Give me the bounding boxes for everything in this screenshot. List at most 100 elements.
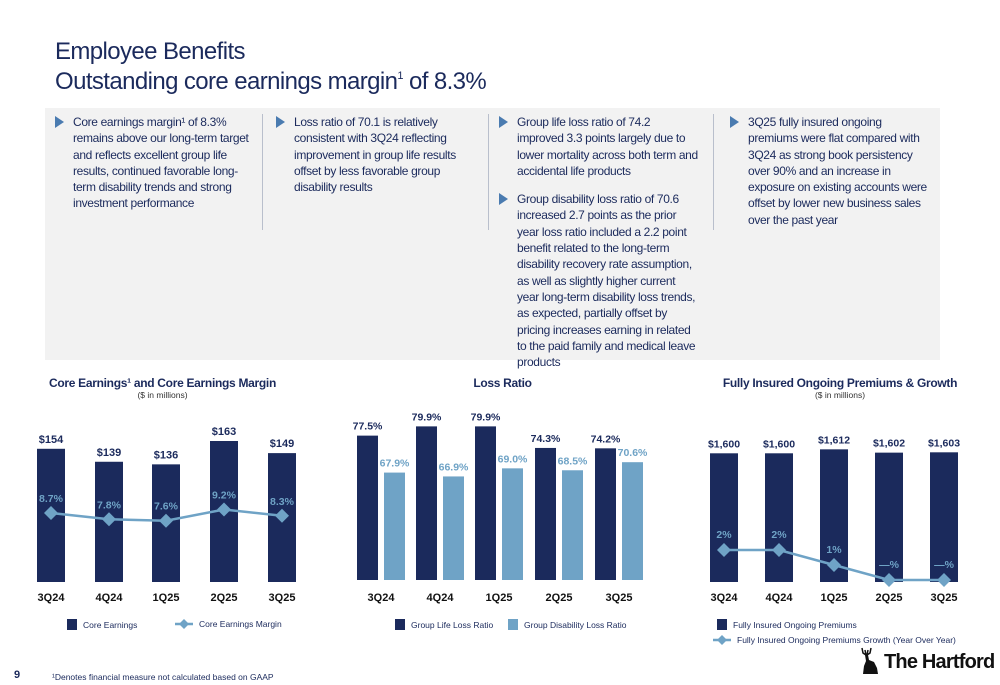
page-subtitle: Outstanding core earnings margin1 of 8.3… [55, 68, 487, 96]
data-label-loss-ratio: 70.6% [618, 447, 648, 459]
bullet-text: 3Q25 fully insured ongoing premiums were… [748, 115, 927, 227]
bullet-item: 3Q25 fully insured ongoing premiums were… [730, 114, 930, 228]
bullet-item: Loss ratio of 70.1 is relatively consist… [276, 114, 474, 195]
data-label-core-earnings: $163 [212, 426, 236, 438]
data-label-growth: 2% [716, 529, 732, 541]
bullet-column-2: Loss ratio of 70.1 is relatively consist… [276, 114, 474, 207]
legend-group-disability: Group Disability Loss Ratio [508, 619, 627, 630]
bar-group-life [475, 426, 496, 580]
data-label-margin: 9.2% [212, 490, 237, 502]
triangle-bullet-icon [730, 116, 739, 128]
x-tick-label: 4Q24 [766, 592, 794, 604]
legend-label: Group Disability Loss Ratio [524, 619, 627, 630]
point-core-earnings-margin [44, 506, 58, 520]
bullet-text: Group disability loss ratio of 70.6 incr… [517, 192, 696, 370]
x-tick-label: 2Q25 [546, 592, 573, 604]
legend-label: Fully Insured Ongoing Premiums [733, 619, 857, 630]
footnote-marker: 1 [397, 70, 403, 82]
bullet-text: Core earnings margin¹ of 8.3% remains ab… [73, 115, 249, 211]
point-premium-growth [937, 573, 951, 587]
point-premium-growth [882, 573, 896, 587]
point-premium-growth [772, 543, 786, 557]
data-label-loss-ratio: 77.5% [353, 421, 383, 433]
bar-group-life [535, 447, 556, 580]
data-label-premiums: $1,603 [928, 437, 960, 449]
x-tick-label: 2Q25 [211, 592, 238, 604]
legend-group-life: Group Life Loss Ratio [395, 619, 493, 630]
point-premium-growth [827, 558, 841, 572]
data-label-growth: 1% [826, 544, 842, 556]
data-label-premiums: $1,600 [763, 438, 795, 450]
triangle-bullet-icon [55, 116, 64, 128]
legend-swatch [717, 619, 727, 630]
bar-premiums [930, 452, 958, 582]
legend-swatch [508, 619, 518, 630]
x-tick-label: 4Q24 [96, 592, 124, 604]
bullet-text: Loss ratio of 70.1 is relatively consist… [294, 115, 456, 195]
data-label-margin: 7.8% [97, 499, 122, 511]
data-label-loss-ratio: 66.9% [439, 461, 469, 473]
data-label-loss-ratio: 79.9% [471, 411, 501, 423]
legend-core-earnings-margin: Core Earnings Margin [175, 619, 282, 629]
x-tick-label: 3Q24 [38, 592, 66, 604]
x-tick-label: 1Q25 [486, 592, 513, 604]
subtitle-text: Outstanding core earnings margin [55, 68, 398, 95]
chart-subtitle: ($ in millions) [814, 390, 866, 400]
bullet-text: Group life loss ratio of 74.2 improved 3… [517, 115, 698, 178]
x-tick-label: 2Q25 [876, 592, 903, 604]
data-label-core-earnings: $149 [270, 438, 294, 450]
legend-core-earnings: Core Earnings [67, 619, 137, 630]
bar-group-disability [443, 476, 464, 580]
point-premium-growth [717, 543, 731, 557]
x-tick-label: 3Q25 [606, 592, 633, 604]
legend-label: Core Earnings Margin [199, 619, 282, 629]
x-tick-label: 1Q25 [153, 592, 180, 604]
chart-subtitle: ($ in millions) [137, 390, 188, 400]
bar-group-disability [384, 472, 405, 580]
data-label-loss-ratio: 74.2% [591, 433, 621, 445]
point-core-earnings-margin [102, 512, 116, 527]
bar-group-life [357, 435, 378, 580]
bar-premiums [710, 453, 738, 582]
subtitle-text-end: of 8.3% [402, 68, 487, 95]
data-label-growth: 2% [771, 529, 787, 541]
data-label-margin: 8.7% [39, 493, 64, 505]
triangle-bullet-icon [499, 116, 508, 128]
bar-group-life [595, 448, 616, 580]
hartford-logo: The Hartford [858, 646, 995, 674]
legend-label: Fully Insured Ongoing Premiums Growth (Y… [737, 635, 956, 645]
chart-title-core-earnings: Core Earnings¹ and Core Earnings Margin [48, 376, 276, 390]
point-core-earnings-margin [275, 508, 289, 523]
divider [488, 114, 489, 230]
legend-swatch [395, 619, 405, 630]
bullet-column-4: 3Q25 fully insured ongoing premiums were… [730, 114, 930, 240]
x-tick-label: 1Q25 [821, 592, 848, 604]
data-label-growth: —% [879, 559, 900, 571]
bullet-item: Group disability loss ratio of 70.6 incr… [499, 191, 699, 370]
data-label-loss-ratio: 69.0% [498, 453, 528, 465]
triangle-bullet-icon [499, 193, 508, 206]
data-label-core-earnings: $139 [97, 447, 121, 459]
bar-group-life [416, 426, 437, 580]
chart-title-loss-ratio: Loss Ratio [473, 376, 532, 390]
page-title: Employee Benefits [55, 38, 246, 65]
x-tick-label: 3Q25 [269, 592, 296, 604]
point-core-earnings-margin [159, 513, 173, 528]
data-label-premiums: $1,600 [708, 438, 740, 450]
legend-premium-growth: Fully Insured Ongoing Premiums Growth (Y… [713, 635, 956, 645]
data-label-loss-ratio: 68.5% [558, 455, 588, 467]
triangle-bullet-icon [276, 116, 285, 128]
data-label-loss-ratio: 67.9% [380, 458, 410, 470]
x-tick-label: 4Q24 [427, 592, 455, 604]
point-core-earnings-margin [217, 502, 231, 517]
bullet-column-1: Core earnings margin¹ of 8.3% remains ab… [55, 114, 255, 224]
x-tick-label: 3Q25 [931, 592, 958, 604]
bullet-column-3: Group life loss ratio of 74.2 improved 3… [499, 114, 699, 382]
legend-label: Group Life Loss Ratio [411, 619, 494, 630]
bar-group-disability [562, 470, 583, 580]
divider [262, 114, 263, 230]
highlights-panel [45, 108, 940, 360]
bar-premiums [765, 453, 793, 582]
bar-group-disability [622, 462, 643, 580]
